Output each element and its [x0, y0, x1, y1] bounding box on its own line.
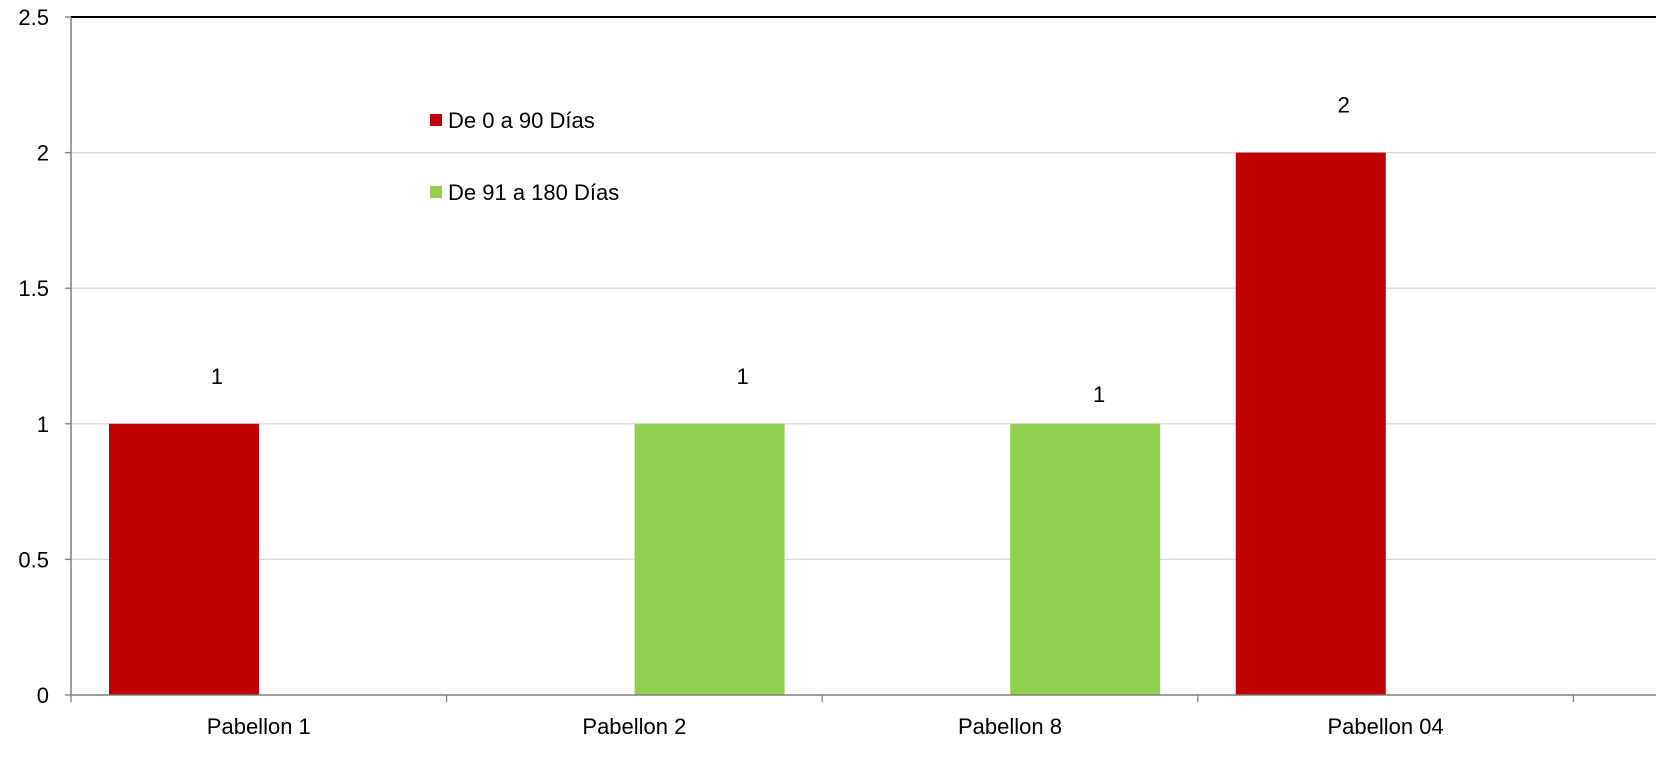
bar — [1010, 423, 1161, 695]
y-tick-label: 1.5 — [18, 276, 49, 301]
legend-label-series-1: De 91 a 180 Días — [448, 180, 619, 205]
data-label: 1 — [211, 364, 223, 389]
y-tick-label: 2 — [37, 141, 49, 166]
legend-swatch-series-0 — [430, 114, 442, 126]
data-label: 1 — [1093, 382, 1105, 407]
gridlines — [71, 16, 1656, 561]
x-tick-label: Pabellon 8 — [958, 714, 1062, 739]
legend-label-series-0: De 0 a 90 Días — [448, 108, 595, 133]
y-tick-label: 0 — [37, 683, 49, 708]
bars — [109, 152, 1386, 696]
legend: De 0 a 90 Días De 91 a 180 Días — [430, 108, 619, 205]
bar — [634, 423, 785, 695]
bar — [109, 423, 259, 695]
y-tick-label: 0.5 — [18, 547, 49, 572]
x-tick-label: Pabellon 2 — [582, 714, 686, 739]
data-labels: 1 1 1 2 — [211, 93, 1350, 407]
x-axis-ticks: Pabellon 1 Pabellon 2 Pabellon 8 Pabellon 0… — [70, 695, 1575, 739]
x-tick-label: Pabellon 04 — [1327, 714, 1443, 739]
x-tick-label: Pabellon 1 — [207, 714, 311, 739]
axes — [70, 16, 1656, 696]
bar — [1235, 152, 1386, 696]
data-label: 1 — [736, 364, 748, 389]
data-label: 2 — [1338, 93, 1350, 118]
y-axis-ticks: 0 0.5 1 1.5 2 2.5 — [18, 5, 71, 708]
legend-swatch-series-1 — [430, 186, 442, 198]
y-tick-label: 2.5 — [18, 5, 49, 30]
y-tick-label: 1 — [37, 412, 49, 437]
